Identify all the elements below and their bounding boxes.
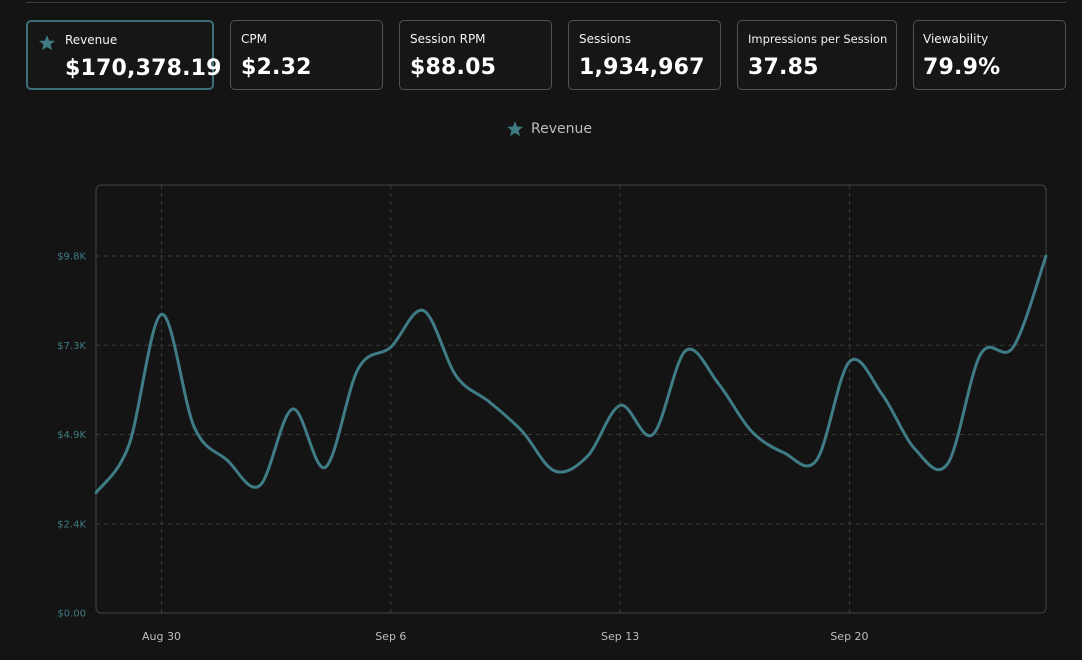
data-point[interactable] [289, 405, 297, 413]
data-point[interactable] [387, 343, 395, 351]
data-point[interactable] [551, 467, 559, 475]
data-point[interactable] [125, 441, 133, 449]
y-tick-label: $0.00 [57, 609, 86, 620]
metric-card-revenue[interactable]: Revenue $170,378.19 [26, 20, 221, 90]
data-point[interactable] [845, 358, 853, 366]
data-point[interactable] [649, 431, 657, 439]
metric-value: $170,378.19 [65, 56, 222, 81]
data-point[interactable] [92, 489, 100, 497]
data-point[interactable] [944, 460, 952, 468]
metric-card-impressions-per-session[interactable]: Impressions per Session 37.85 [737, 20, 897, 90]
metric-value: $2.32 [241, 55, 312, 80]
y-tick-label: $7.3K [57, 341, 86, 352]
data-point[interactable] [780, 449, 788, 457]
data-point[interactable] [1009, 343, 1017, 351]
metric-label: Session RPM [410, 32, 486, 46]
y-tick-label: $2.4K [57, 519, 86, 530]
y-tick-label: $4.9K [57, 430, 86, 441]
metric-value: 79.9% [923, 55, 1001, 80]
metric-card-sessions[interactable]: Sessions 1,934,967 [568, 20, 721, 90]
x-tick-label: Sep 13 [601, 630, 639, 643]
data-point[interactable] [223, 456, 231, 464]
legend-label: Revenue [531, 121, 592, 137]
data-point[interactable] [485, 398, 493, 406]
top-divider [26, 2, 1066, 3]
data-point[interactable] [518, 427, 526, 435]
y-tick-label: $9.8K [57, 252, 86, 263]
data-point[interactable] [714, 380, 722, 388]
data-point[interactable] [878, 390, 886, 398]
star-icon [507, 121, 523, 137]
metric-label: Sessions [579, 32, 632, 46]
x-tick-label: Sep 20 [830, 630, 868, 643]
metric-label: Viewability [923, 32, 989, 46]
plot-area [95, 184, 1047, 614]
data-point[interactable] [1042, 252, 1050, 260]
x-tick-label: Sep 6 [375, 630, 406, 643]
metric-card-cpm[interactable]: CPM $2.32 [230, 20, 383, 90]
chart-legend-revenue[interactable]: Revenue [505, 118, 592, 140]
data-point[interactable] [190, 423, 198, 431]
data-point[interactable] [747, 427, 755, 435]
data-point[interactable] [158, 310, 166, 318]
data-point[interactable] [813, 456, 821, 464]
data-point[interactable] [616, 401, 624, 409]
star-icon [39, 35, 55, 51]
metric-label: Impressions per Session [748, 32, 888, 46]
data-point[interactable] [911, 445, 919, 453]
metric-value: 1,934,967 [579, 55, 705, 80]
metric-label: CPM [241, 32, 267, 46]
revenue-series-line[interactable] [94, 254, 1048, 495]
data-point[interactable] [583, 452, 591, 460]
data-point[interactable] [354, 365, 362, 373]
metric-card-viewability[interactable]: Viewability 79.9% [913, 20, 1066, 90]
x-tick-label: Aug 30 [142, 630, 181, 643]
metric-label: Revenue [65, 33, 118, 47]
metric-value: 37.85 [748, 55, 819, 80]
metric-value: $88.05 [410, 55, 497, 80]
data-point[interactable] [420, 307, 428, 315]
data-point[interactable] [682, 347, 690, 355]
data-point[interactable] [976, 350, 984, 358]
data-point[interactable] [256, 482, 264, 490]
metric-card-session-rpm[interactable]: Session RPM $88.05 [399, 20, 552, 90]
data-point[interactable] [321, 463, 329, 471]
data-point[interactable] [452, 372, 460, 380]
